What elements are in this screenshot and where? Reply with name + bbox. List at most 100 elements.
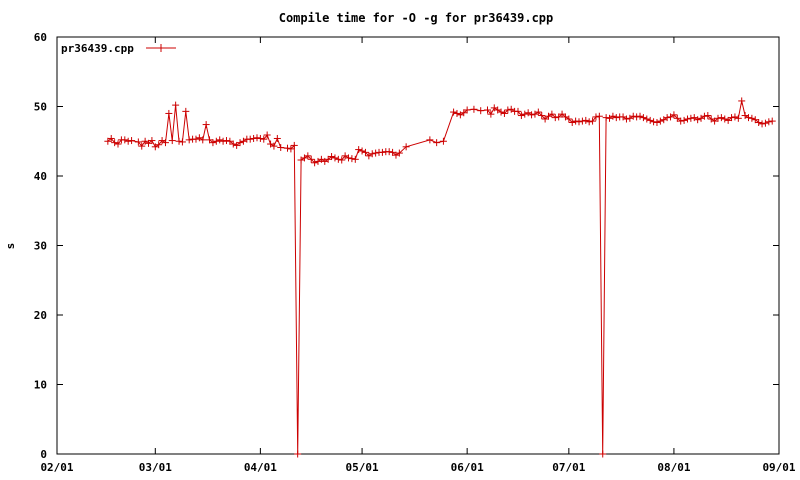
x-tick-label: 05/01 [346,461,379,474]
x-tick-label: 02/01 [40,461,73,474]
data-point [728,114,736,122]
y-tick-label: 20 [34,309,47,322]
data-point [304,152,312,160]
data-point [372,149,380,157]
y-axis: 0 10 20 30 40 50 60 [34,31,779,461]
data-point [192,135,200,143]
data-point [694,116,702,124]
data-point [585,118,593,126]
data-point [138,142,146,150]
data-point [222,137,230,145]
data-point [538,112,546,120]
data-point [528,111,536,119]
data-point [338,156,346,164]
data-point [717,114,725,122]
data-point [636,112,644,120]
data-point [172,101,180,109]
data-point [273,134,281,142]
data-point [378,148,386,156]
data-point [755,118,763,126]
data-point [731,113,739,121]
data-point [670,111,678,119]
data-point [548,110,556,118]
data-point [734,114,742,122]
data-point [622,115,630,123]
data-point [497,108,505,116]
data-point [738,97,746,105]
data-point [483,106,491,114]
data-point [270,142,278,150]
data-point [287,145,295,153]
data-point [168,137,176,145]
data-point [761,119,769,127]
data-point [677,117,685,125]
data-point [578,117,586,125]
data-point [765,118,773,126]
data-point [307,155,315,163]
data-point [256,134,264,142]
x-tick-label: 07/01 [552,461,585,474]
data-point [148,137,156,145]
data-point [470,105,478,113]
y-tick-label: 30 [34,240,47,253]
data-point [599,450,607,458]
data-point [263,131,271,139]
data-point [334,155,342,163]
plot-frame [56,36,780,455]
data-point [185,136,193,144]
legend: pr36439.cpp [61,42,176,55]
data-point [609,112,617,120]
data-point [368,150,376,158]
data-point [683,115,691,123]
data-point [426,136,434,144]
data-point [345,154,353,162]
y-tick-label: 40 [34,170,47,183]
y-axis-label: s [4,243,17,250]
data-point [565,115,573,123]
data-point [551,114,559,122]
data-point [768,117,776,125]
data-point [283,144,291,152]
data-point [328,153,336,161]
data-point [450,108,458,116]
data-point [650,118,658,126]
data-point [721,115,729,123]
data-point [212,137,220,145]
data-point [500,109,508,117]
data-point [355,146,363,154]
data-point [463,106,471,114]
data-point [687,114,695,122]
data-point [199,136,207,144]
data-point [589,117,597,125]
data-point [219,137,227,145]
x-axis: 02/01 03/01 04/01 05/01 06/01 07/01 08/01 09/01 [40,37,796,474]
data-point [602,114,610,122]
data-point [534,108,542,116]
data-point [331,154,339,162]
data-point [582,116,590,124]
x-tick-label: 06/01 [451,461,484,474]
data-point [646,116,654,124]
data-point [260,135,268,143]
data-point [487,110,495,118]
data-point [629,112,637,120]
data-point [165,109,173,117]
data-point [277,144,285,152]
data-point [216,136,224,144]
data-point [311,159,319,167]
data-point [236,139,244,147]
data-point [439,137,447,145]
data-point [128,137,136,145]
series-layer [104,97,776,458]
chart-title: Compile time for -O -g for pr36439.cpp [279,11,554,25]
data-point [175,137,183,145]
data-point [178,138,186,146]
x-tick-label: 09/01 [762,461,795,474]
data-point [361,148,369,156]
data-point [348,155,356,163]
data-point [124,137,132,145]
data-point [294,450,302,458]
data-point [514,107,522,115]
data-point [351,155,359,163]
